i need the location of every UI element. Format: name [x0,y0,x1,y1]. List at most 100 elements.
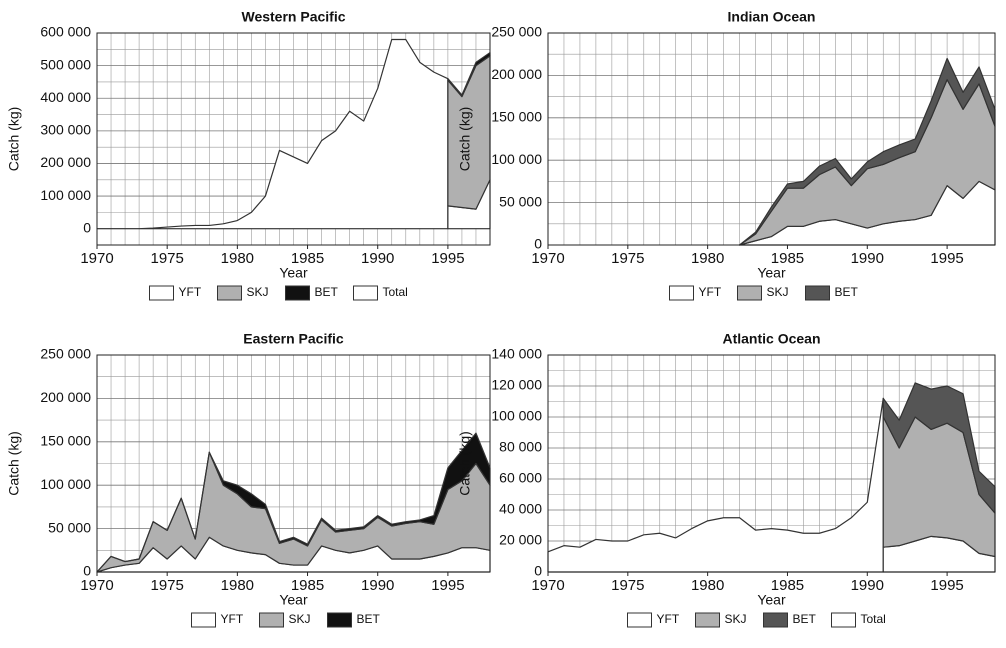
y-axis-label: Catch (kg) [457,107,473,172]
x-tick-label: 1970 [531,250,564,267]
y-tick-label: 200 000 [40,154,91,170]
legend-label: YFT [657,612,680,626]
legend-swatch [737,285,762,301]
panel: 0 50 000 100 000 150 000 200 000 250 000 1970 1… [6,331,491,628]
y-tick-label: 100 000 [40,187,91,203]
y-tick-label: 100 000 [40,476,91,492]
x-tick-label: 1990 [361,577,394,594]
y-tick-label: 60 000 [499,470,542,486]
legend-swatch [695,612,720,628]
x-tick-label: 1985 [771,577,804,594]
legend: YFT SKJ BET Total [149,285,408,301]
legend-label: YFT [179,285,202,299]
y-tick-label: 150 000 [491,109,542,125]
x-tick-label: 1995 [431,250,464,267]
x-tick-label: 1975 [150,250,183,267]
x-tick-label: 1995 [930,577,963,594]
y-tick-label: 150 000 [40,433,91,449]
x-tick-label: 1975 [611,577,644,594]
y-tick-label: 500 000 [40,56,91,72]
y-tick-label: 600 000 [40,24,91,40]
legend-swatch [763,612,788,628]
legend-swatch [353,285,378,301]
y-tick-label: 100 000 [491,408,542,424]
x-tick-label: 1995 [930,250,963,267]
legend-swatch [285,285,310,301]
chart-title: Indian Ocean [728,9,816,25]
legend-swatch [627,612,652,628]
y-tick-label: 0 [534,563,542,579]
legend-label: BET [835,285,859,299]
y-tick-label: 120 000 [491,377,542,393]
legend-label: SKJ [247,285,269,299]
x-tick-label: 1990 [851,577,884,594]
y-tick-label: 250 000 [491,24,542,40]
plot-frame [547,32,996,246]
legend-swatch [831,612,856,628]
legend-label: Total [383,285,408,299]
y-tick-label: 0 [83,563,91,579]
y-tick-label: 140 000 [491,346,542,362]
legend-label: YFT [699,285,722,299]
chart-title: Western Pacific [241,9,345,25]
legend-swatch [805,285,830,301]
panel: 0 100 000 200 000 300 000 400 000 500 000 600 … [6,9,491,301]
x-tick-label: 1995 [431,577,464,594]
plot-frame [547,354,996,573]
x-axis-label: Year [279,592,308,608]
legend-label: SKJ [725,612,747,626]
y-tick-label: 0 [83,219,91,235]
x-tick-label: 1980 [691,577,724,594]
x-tick-label: 1985 [771,250,804,267]
legend: YFT SKJ BET [669,285,859,301]
legend-label: YFT [221,612,244,626]
x-tick-label: 1975 [611,250,644,267]
legend-swatch [327,612,352,628]
legend-swatch [149,285,174,301]
y-tick-label: 50 000 [499,193,542,209]
x-axis-label: Year [279,265,308,281]
panel: 0 20 000 40 000 60 000 80 000 100 000 120 000 1… [457,331,996,628]
x-tick-label: 1985 [291,577,324,594]
x-tick-label: 1980 [691,250,724,267]
legend-label: SKJ [289,612,311,626]
plot-frame [96,32,491,246]
y-tick-label: 100 000 [491,151,542,167]
y-tick-label: 0 [534,236,542,252]
x-tick-label: 1980 [221,250,254,267]
chart-title: Eastern Pacific [243,331,344,347]
chart-title: Atlantic Ocean [722,331,820,347]
legend-swatch [217,285,242,301]
x-tick-label: 1990 [851,250,884,267]
y-tick-label: 50 000 [48,519,91,535]
x-tick-label: 1980 [221,577,254,594]
y-tick-label: 40 000 [499,501,542,517]
legend-swatch [259,612,284,628]
x-tick-label: 1990 [361,250,394,267]
y-tick-label: 250 000 [40,346,91,362]
x-tick-label: 1970 [80,250,113,267]
legend: YFT SKJ BET [191,612,381,628]
y-tick-label: 200 000 [491,66,542,82]
legend-label: BET [793,612,817,626]
y-axis-label: Catch (kg) [6,431,22,496]
x-axis-label: Year [757,265,786,281]
y-tick-label: 300 000 [40,122,91,138]
x-tick-label: 1970 [80,577,113,594]
y-tick-label: 80 000 [499,439,542,455]
legend-label: BET [315,285,339,299]
y-tick-label: 400 000 [40,89,91,105]
plot-frame [96,354,491,573]
y-tick-label: 200 000 [40,389,91,405]
y-axis-label: Catch (kg) [457,431,473,496]
y-tick-label: 20 000 [499,532,542,548]
x-axis-label: Year [757,592,786,608]
panel: 0 50 000 100 000 150 000 200 000 250 000 1970 1… [457,9,996,301]
x-tick-label: 1970 [531,577,564,594]
legend-label: BET [357,612,381,626]
legend-swatch [669,285,694,301]
legend-swatch [191,612,216,628]
y-axis-label: Catch (kg) [6,107,22,172]
